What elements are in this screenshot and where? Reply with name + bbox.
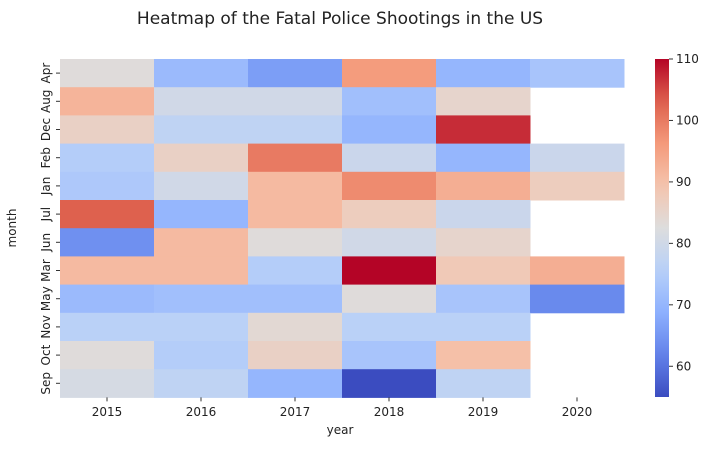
heatmap-cell: [60, 115, 155, 145]
heatmap-cell: [436, 115, 531, 145]
heatmap-cell: [60, 256, 155, 286]
heatmap-cell: [342, 256, 437, 286]
heatmap-cell: [60, 200, 155, 229]
y-tick-label: Aug: [39, 90, 53, 113]
heatmap-cell: [436, 256, 531, 286]
heatmap-cell: [248, 115, 343, 145]
x-tick-label: 2018: [374, 405, 405, 419]
heatmap-cell: [248, 200, 343, 229]
y-tick-label: Sep: [39, 372, 53, 395]
heatmap-cell: [436, 87, 531, 116]
heatmap-cell: [248, 171, 343, 201]
heatmap-cell: [342, 87, 437, 116]
heatmap-cell: [154, 115, 249, 145]
chart-title: Heatmap of the Fatal Police Shootings in…: [137, 9, 543, 29]
heatmap-cell: [154, 284, 249, 314]
colorbar-tick-label: 80: [676, 236, 691, 250]
y-tick-label: Apr: [39, 63, 53, 84]
heatmap-cell: [154, 341, 249, 370]
heatmap-cell: [530, 256, 625, 286]
heatmap-cell: [342, 369, 437, 398]
heatmap-cell: [436, 228, 531, 257]
y-tick-label: Jun: [39, 233, 53, 253]
heatmap-cell: [248, 341, 343, 370]
heatmap-cell: [154, 312, 249, 342]
heatmap-cell: [60, 341, 155, 370]
heatmap-cell: [60, 143, 155, 173]
heatmap-cell: [436, 284, 531, 314]
heatmap-cell: [342, 312, 437, 342]
heatmap-cell: [60, 59, 155, 88]
heatmap-cell: [248, 143, 343, 173]
heatmap-cell: [60, 369, 155, 398]
y-tick-label: Nov: [39, 315, 53, 338]
heatmap-cell: [60, 87, 155, 116]
heatmap-cell: [154, 256, 249, 286]
heatmap-cell: [436, 312, 531, 342]
y-tick-label: Mar: [39, 259, 53, 282]
heatmap-cell: [342, 171, 437, 201]
heatmap-cell: [248, 59, 343, 88]
y-tick-label: Oct: [39, 344, 53, 365]
heatmap-cell: [154, 143, 249, 173]
colorbar-tick-labels: 60 70 80 90 100 110: [669, 52, 699, 373]
heatmap-cell: [342, 228, 437, 257]
colorbar-tick-label: 90: [676, 175, 691, 189]
heatmap-cell: [530, 59, 625, 88]
heatmap-cell: [342, 284, 437, 314]
heatmap-cell: [60, 228, 155, 257]
y-tick-label: May: [39, 286, 53, 311]
heatmap-cell: [248, 256, 343, 286]
heatmap-cell: [248, 369, 343, 398]
heatmap-cell: [530, 143, 625, 173]
x-tick-labels: 2015 2016 2017 2018 2019 2020: [92, 397, 593, 419]
colorbar-tick-label: 100: [676, 113, 699, 127]
y-tick-labels: Apr Aug Dec Feb Jan Jul Jun Mar May Nov Oct Sep: [39, 63, 60, 395]
colorbar-tick-label: 110: [676, 52, 699, 66]
heatmap-cell: [154, 59, 249, 88]
heatmap-cell: [154, 87, 249, 116]
y-axis-label: month: [5, 209, 19, 248]
colorbar-tick-label: 70: [676, 298, 691, 312]
heatmap-cell: [248, 228, 343, 257]
heatmap-cell: [154, 369, 249, 398]
x-tick-label: 2017: [280, 405, 311, 419]
heatmap-cell: [154, 171, 249, 201]
y-tick-label: Jan: [39, 177, 53, 197]
colorbar-tick-label: 60: [676, 359, 691, 373]
heatmap-cell: [60, 284, 155, 314]
y-tick-label: Jul: [39, 207, 53, 222]
heatmap-cell: [436, 341, 531, 370]
x-tick-label: 2016: [186, 405, 217, 419]
y-tick-label: Dec: [39, 118, 53, 141]
heatmap-cell: [248, 87, 343, 116]
heatmap-cell: [436, 143, 531, 173]
heatmap-cell: [342, 143, 437, 173]
heatmap-cell: [436, 171, 531, 201]
colorbar: [655, 59, 669, 397]
heatmap-cell: [342, 341, 437, 370]
heatmap-cell: [60, 171, 155, 201]
heatmap-cell: [530, 171, 625, 201]
heatmap-cell: [154, 228, 249, 257]
heatmap-cell: [436, 200, 531, 229]
heatmap-cell: [342, 200, 437, 229]
heatmap-cell: [530, 284, 625, 314]
heatmap-cell: [436, 369, 531, 398]
heatmap-cell: [60, 312, 155, 342]
y-tick-label: Feb: [39, 147, 53, 168]
heatmap-cell: [248, 284, 343, 314]
x-tick-label: 2019: [468, 405, 499, 419]
heatmap-cells: [60, 59, 625, 398]
heatmap-cell: [342, 59, 437, 88]
heatmap-cell: [248, 312, 343, 342]
heatmap-cell: [436, 59, 531, 88]
x-tick-label: 2015: [92, 405, 123, 419]
x-axis-label: year: [327, 423, 354, 437]
x-tick-label: 2020: [562, 405, 593, 419]
heatmap-cell: [154, 200, 249, 229]
heatmap-cell: [342, 115, 437, 145]
